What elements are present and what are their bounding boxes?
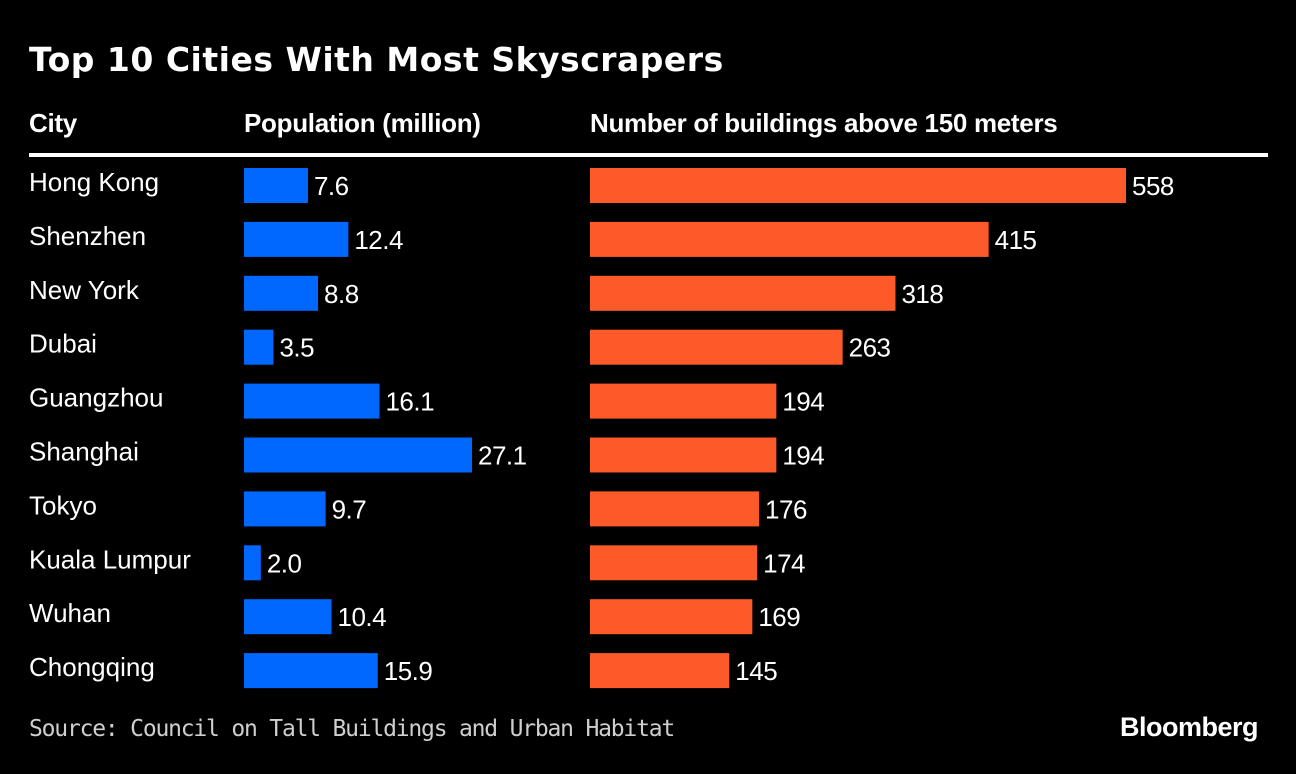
buildings-bar-chongqing xyxy=(590,653,730,689)
buildings-value-tokyo: 176 xyxy=(765,494,807,524)
buildings-bar-guangzhou xyxy=(590,383,777,419)
population-bar-shenzhen xyxy=(244,221,349,257)
buildings-value-hong-kong: 558 xyxy=(1132,171,1174,201)
city-label-new-york: New York xyxy=(29,275,140,305)
buildings-value-wuhan: 169 xyxy=(758,602,800,632)
population-value-guangzhou: 16.1 xyxy=(385,387,434,417)
buildings-value-guangzhou: 194 xyxy=(782,387,824,417)
population-bar-hong-kong xyxy=(244,168,308,203)
buildings-bar-tokyo xyxy=(590,491,760,527)
population-value-shenzhen: 12.4 xyxy=(354,225,403,255)
buildings-value-kuala-lumpur: 174 xyxy=(763,548,805,578)
population-bar-guangzhou xyxy=(244,383,380,419)
city-label-wuhan: Wuhan xyxy=(29,598,111,628)
city-label-chongqing: Chongqing xyxy=(29,652,155,682)
buildings-bar-new-york xyxy=(590,275,896,311)
population-value-tokyo: 9.7 xyxy=(332,494,367,524)
population-bar-chongqing xyxy=(244,653,378,689)
population-value-wuhan: 10.4 xyxy=(337,602,386,632)
population-value-kuala-lumpur: 2.0 xyxy=(267,548,302,578)
column-header-city: City xyxy=(29,108,77,138)
city-label-hong-kong: Hong Kong xyxy=(29,167,159,197)
buildings-bar-shanghai xyxy=(590,437,777,473)
population-bar-dubai xyxy=(244,329,274,365)
column-header-buildings: Number of buildings above 150 meters xyxy=(590,108,1058,138)
buildings-value-new-york: 318 xyxy=(901,279,943,309)
population-value-new-york: 8.8 xyxy=(324,279,359,309)
population-bar-shanghai xyxy=(244,437,472,473)
population-value-shanghai: 27.1 xyxy=(478,441,527,471)
city-label-kuala-lumpur: Kuala Lumpur xyxy=(29,544,191,574)
city-label-tokyo: Tokyo xyxy=(29,490,97,520)
column-header-population: Population (million) xyxy=(244,108,481,138)
buildings-value-shanghai: 194 xyxy=(782,441,824,471)
city-label-guangzhou: Guangzhou xyxy=(29,383,163,413)
city-label-dubai: Dubai xyxy=(29,329,97,359)
bloomberg-logo: Bloomberg xyxy=(1119,712,1259,742)
population-value-chongqing: 15.9 xyxy=(384,656,433,686)
buildings-value-chongqing: 145 xyxy=(735,656,777,686)
chart-title: Top 10 Cities With Most Skyscrapers xyxy=(29,40,724,79)
population-bar-wuhan xyxy=(244,599,332,635)
buildings-bar-dubai xyxy=(590,329,843,365)
population-bar-kuala-lumpur xyxy=(244,545,261,581)
population-value-dubai: 3.5 xyxy=(279,333,314,363)
city-label-shanghai: Shanghai xyxy=(29,437,139,467)
buildings-value-dubai: 263 xyxy=(849,333,891,363)
buildings-value-shenzhen: 415 xyxy=(995,225,1037,255)
header-divider xyxy=(29,153,1268,157)
buildings-bar-kuala-lumpur xyxy=(590,545,758,581)
source-note: Source: Council on Tall Buildings and Ur… xyxy=(29,716,675,742)
population-bar-tokyo xyxy=(244,491,326,527)
buildings-bar-hong-kong xyxy=(590,168,1126,203)
population-value-hong-kong: 7.6 xyxy=(314,171,349,201)
city-label-shenzhen: Shenzhen xyxy=(29,221,146,251)
buildings-bar-shenzhen xyxy=(590,221,989,257)
population-bar-new-york xyxy=(244,275,319,311)
buildings-bar-wuhan xyxy=(590,599,753,635)
